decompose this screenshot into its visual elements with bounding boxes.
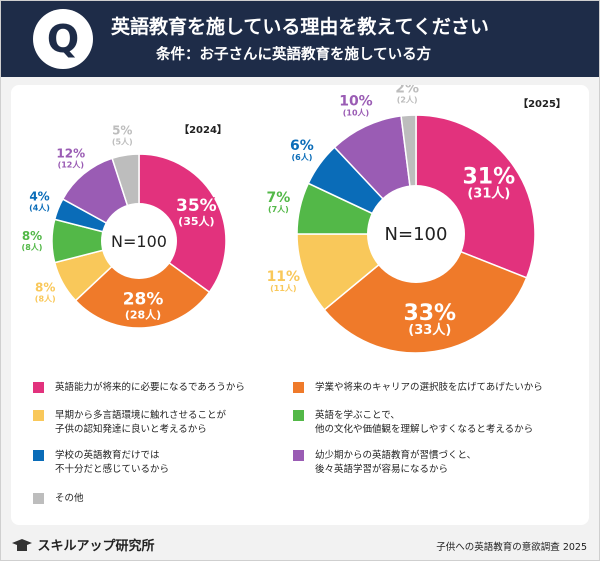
legend-item: その他: [55, 492, 84, 506]
legend-swatch: [33, 450, 44, 461]
pie-slice: [323, 233, 528, 354]
slice-count-label: (33人): [408, 322, 451, 338]
legend-swatch: [293, 410, 304, 421]
slice-count-label: (4人): [29, 203, 50, 213]
slice-percent-label: 33%: [403, 301, 456, 326]
q-badge: Q: [33, 9, 93, 69]
slice-percent-label: 10%: [339, 93, 373, 109]
question-header: Q 英語教育を施している理由を教えてください 条件：お子さんに英語教育を施してい…: [1, 1, 599, 77]
question-title: 英語教育を施している理由を教えてください: [111, 16, 489, 38]
pie-chart-0: 35%(35人)28%(28人)8%(8人)8%(8人)4%(4人)12%(12…: [21, 122, 227, 329]
legend-text-line2: 不十分だと感じているから: [55, 464, 170, 475]
survey-source: 子供への英語教育の意欲調査 2025: [436, 542, 587, 553]
slice-percent-label: 7%: [267, 190, 291, 206]
legend-swatch: [293, 450, 304, 461]
legend-text-line1: 早期から多言語環境に触れさせることが: [55, 410, 227, 421]
legend-text-line2: 後々英語学習が容易になるから: [315, 464, 449, 475]
legend-text-line1: 幼少期からの英語教育が習慣づくと、: [315, 450, 477, 461]
slice-percent-label: 8%: [35, 281, 55, 295]
graduation-cap-icon: [11, 538, 33, 552]
slice-percent-label: 28%: [123, 289, 164, 309]
chart-card: 35% (35人) 28% (28人) 8% (8人) 8% (8人) 4% (4人) 12% (12…: [11, 85, 589, 525]
legend-swatch: [33, 410, 44, 421]
legend-text-line1: 英語能力が将来的に必要になるであろうから: [55, 382, 245, 393]
slice-percent-label: 31%: [462, 165, 515, 190]
legend-swatch: [293, 382, 304, 393]
legend-swatch: [33, 493, 44, 504]
legend-text-line1: 英語を学ぶことで、: [315, 410, 400, 421]
year-label: 【2025】: [518, 97, 566, 110]
slice-count-label: (12人): [58, 160, 84, 170]
legend-text-line1: 学校の英語教育だけでは: [55, 450, 160, 461]
legend-text-line1: その他: [55, 493, 84, 504]
pie-slice: [138, 153, 227, 294]
slice-percent-label: 8%: [22, 229, 42, 243]
donut-hole: [367, 185, 465, 283]
legend-item: 英語能力が将来的に必要になるであろうから: [55, 381, 245, 395]
slice-count-label: (8人): [22, 242, 43, 252]
year-label: 【2024】: [179, 123, 227, 136]
slice-percent-label: 4%: [29, 190, 49, 204]
donut-hole: [101, 203, 177, 279]
slice-count-label: (28人): [125, 307, 161, 321]
slice-count-label: (11人): [270, 283, 296, 293]
legend-item: 英語を学ぶことで、他の文化や価値観を理解しやすくなると考えるから: [315, 409, 533, 437]
slice-count-label: (8人): [35, 294, 56, 304]
center-n-label: N=100: [385, 224, 448, 245]
slice-count-label: (2人): [397, 94, 418, 104]
legend-text-line1: 学業や将来のキャリアの選択肢を広げてあげたいから: [315, 382, 543, 393]
legend-item: 学業や将来のキャリアの選択肢を広げてあげたいから: [315, 381, 543, 395]
slice-percent-label: 5%: [112, 123, 132, 137]
slice-percent-label: 35%: [176, 196, 217, 216]
legend-swatch: [33, 382, 44, 393]
slice-percent-label: 12%: [56, 147, 85, 161]
pie-slice: [74, 240, 211, 329]
legend-text-line2: 子供の認知発達に良いと考えるから: [55, 424, 207, 435]
slice-count-label: (35人): [178, 214, 214, 228]
q-letter: Q: [46, 17, 80, 61]
slice-percent-label: 11%: [267, 269, 301, 285]
legend-text-line2: 他の文化や価値観を理解しやすくなると考えるから: [315, 424, 534, 435]
slice-count-label: (31人): [467, 186, 510, 202]
pie-charts: 35%(35人)28%(28人)8%(8人)8%(8人)4%(4人)12%(12…: [21, 85, 566, 354]
slice-percent-label: 2%: [395, 85, 419, 96]
slice-percent-label: 6%: [290, 138, 314, 154]
question-condition: 条件：お子さんに英語教育を施している方: [156, 47, 432, 63]
slice-count-label: (5人): [112, 136, 133, 146]
slice-count-label: (10人): [343, 107, 369, 117]
legend-item: 早期から多言語環境に触れさせることが 子供の認知発達に良いと考えるから: [55, 409, 226, 437]
slice-count-label: (6人): [291, 152, 312, 162]
legend-item: 幼少期からの英語教育が習慣づくと、 後々英語学習が容易になるから: [315, 449, 476, 477]
center-n-label: N=100: [111, 232, 167, 251]
pie-chart-1: 31%(31人)33%(33人)11%(11人)7%(7人)6%(6人)10%(…: [265, 85, 566, 354]
brand-logo: スキルアップ研究所: [11, 535, 155, 554]
slice-count-label: (7人): [268, 204, 289, 214]
legend-item: 学校の英語教育だけでは 不十分だと感じているから: [55, 449, 169, 477]
brand-name: スキルアップ研究所: [37, 539, 155, 554]
